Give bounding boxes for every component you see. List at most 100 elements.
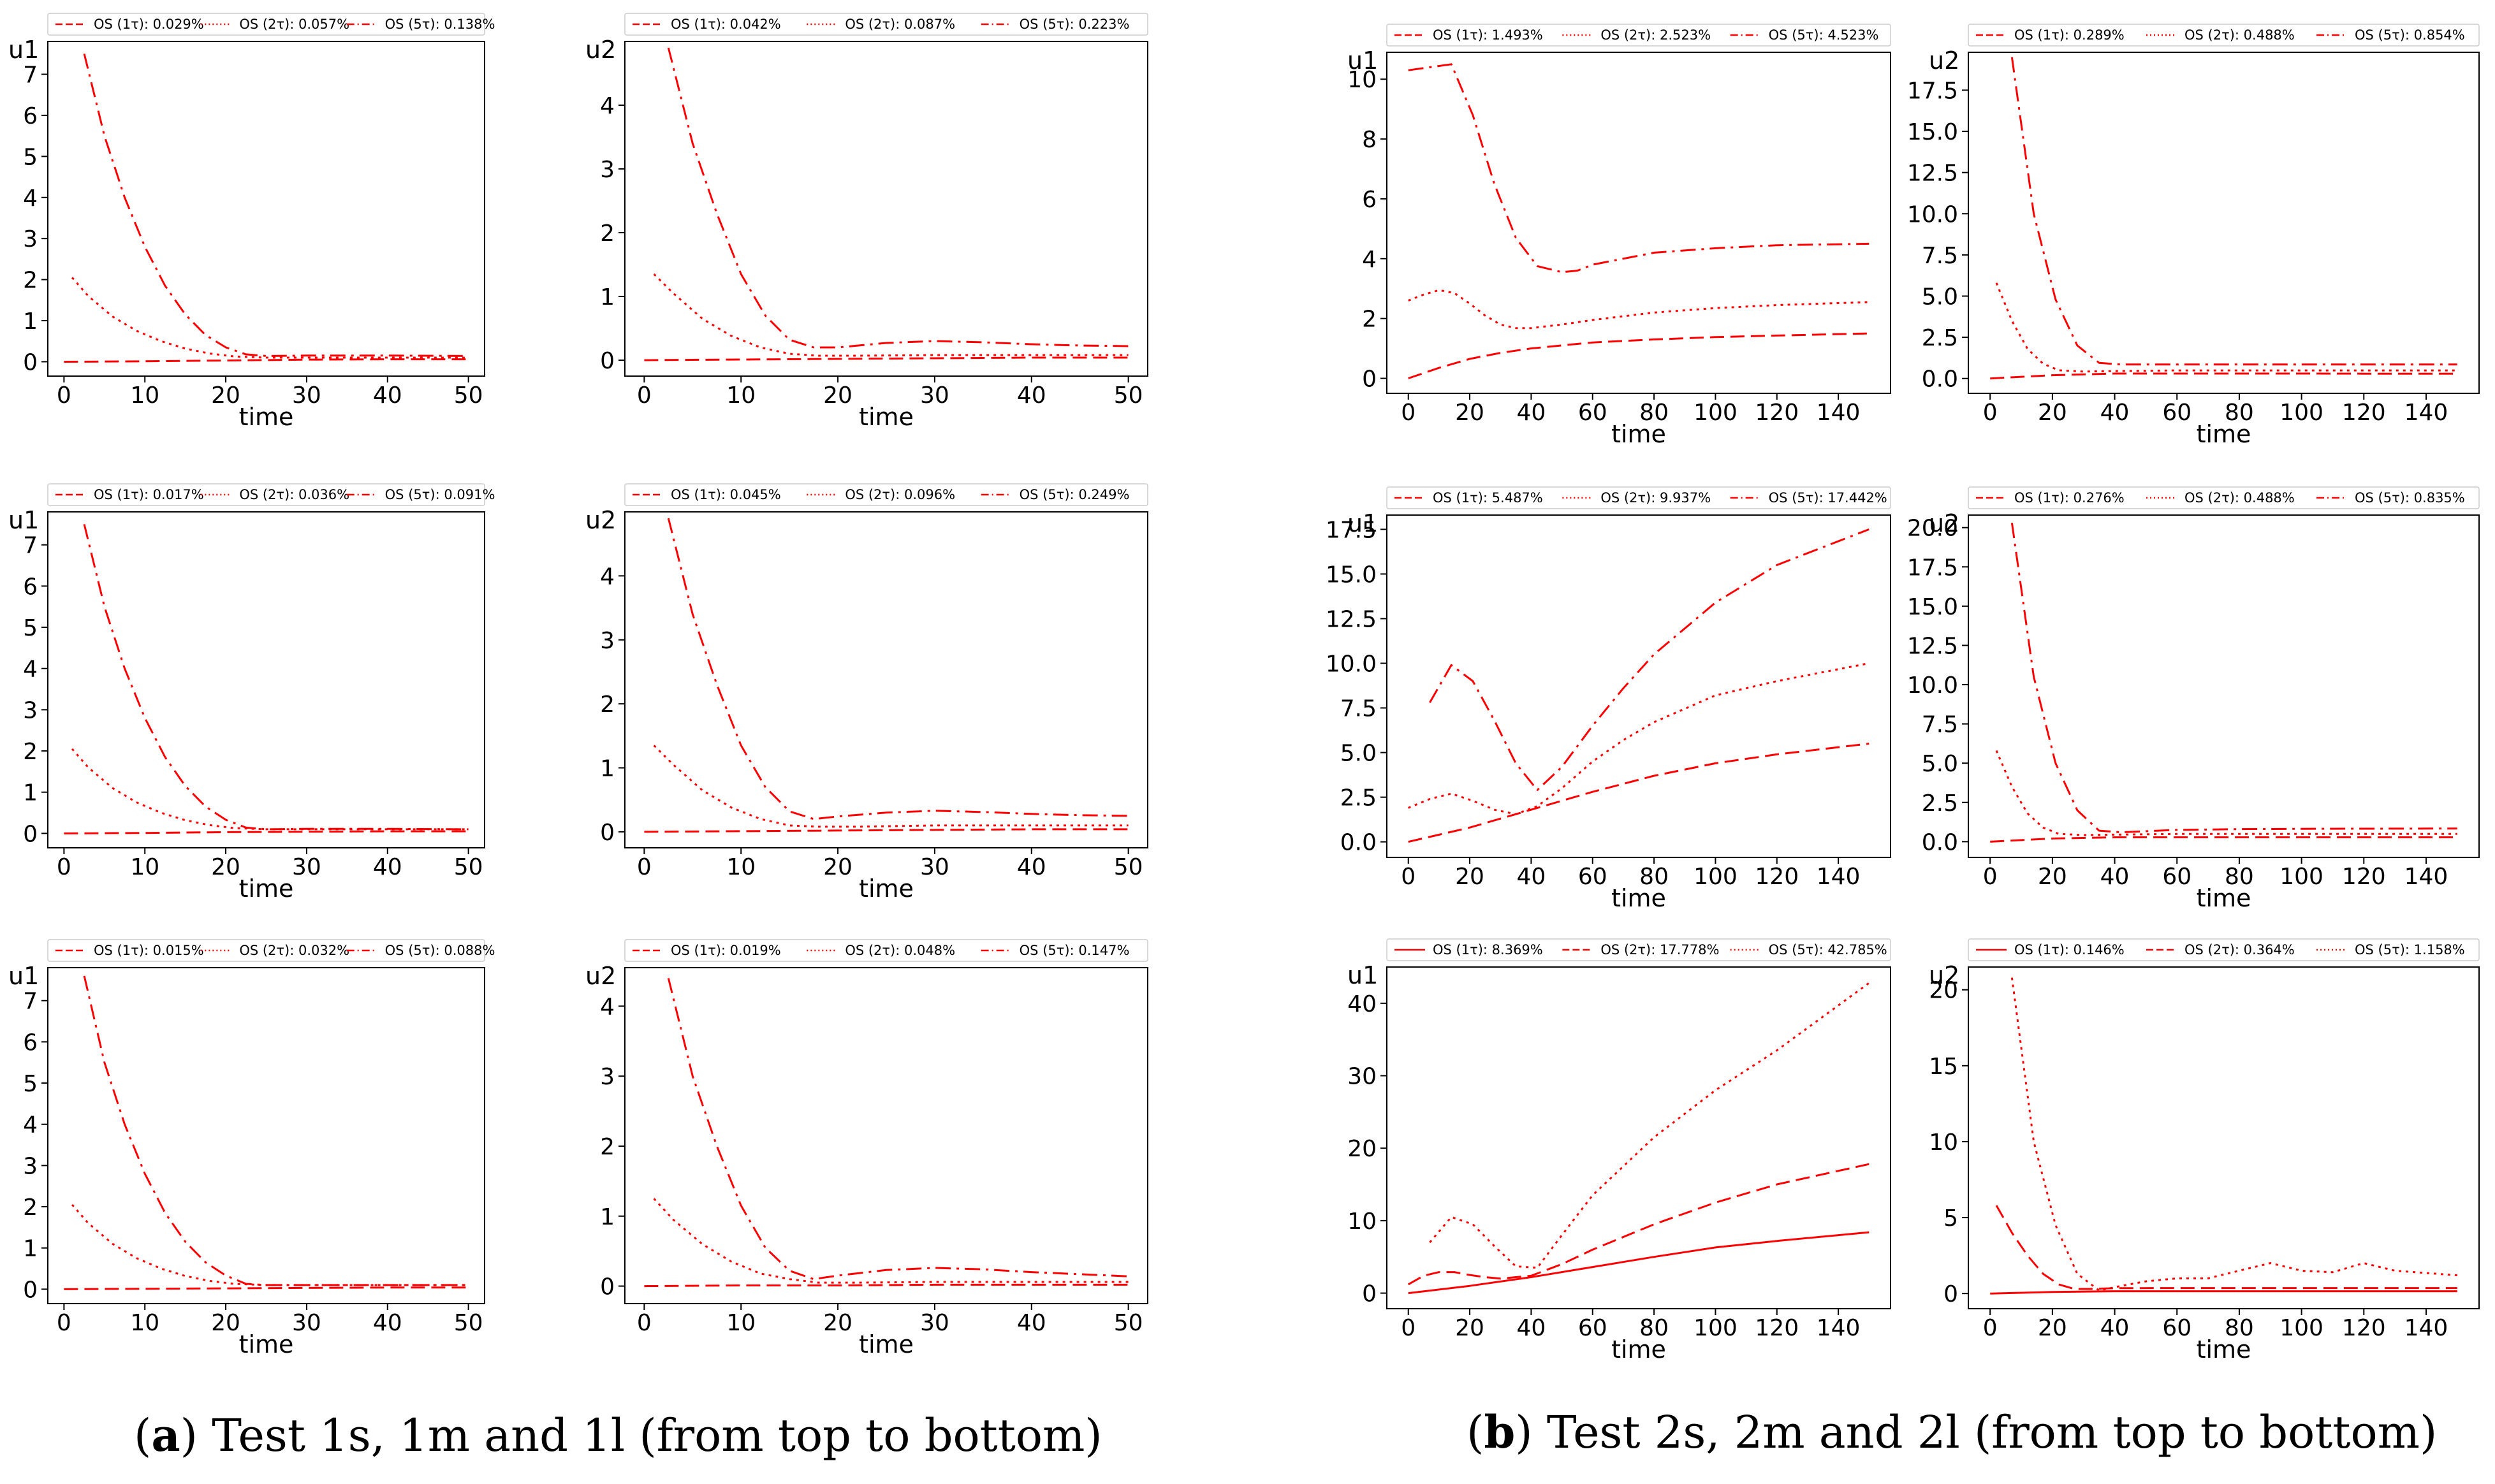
y-tick-label: 17.5 <box>1326 517 1377 543</box>
legend-label: OS (1τ): 0.146% <box>2014 942 2125 957</box>
legend-label: OS (2τ): 0.032% <box>239 943 349 958</box>
x-tick-label: 0 <box>1983 400 1998 426</box>
y-tick-label: 0.0 <box>1922 829 1958 855</box>
y-tick-label: 5.0 <box>1922 284 1958 310</box>
y-tick-label: 3 <box>23 697 38 724</box>
y-tick-label: 10.0 <box>1326 651 1377 678</box>
y-tick-label: 2 <box>600 692 615 718</box>
x-axis-label: time <box>239 1330 294 1358</box>
y-tick-label: 15.0 <box>1326 562 1377 588</box>
y-tick-label: 10.0 <box>1907 201 1958 228</box>
y-tick-label: 10.0 <box>1907 673 1958 699</box>
series-line-3 <box>2010 523 2457 834</box>
y-tick-label: 2 <box>23 1195 38 1221</box>
x-tick-label: 40 <box>1516 400 1546 426</box>
caption-a-text: ) Test 1s, 1m and 1l (from top to bottom… <box>180 1409 1102 1462</box>
y-tick-label: 10 <box>1929 1130 1958 1156</box>
x-tick-label: 120 <box>1755 400 1799 426</box>
series-line-3 <box>667 978 1129 1281</box>
chart-a-r3-u1: 0 10 20 30 40 50 0 1 2 3 4 5 6 7 time u1 OS (1τ): 0.015%… <box>8 939 495 1358</box>
x-tick-label: 20 <box>2038 1315 2067 1341</box>
series-line-3 <box>2010 977 2457 1291</box>
y-tick-label: 0 <box>1362 367 1377 393</box>
x-tick-label: 0 <box>1401 864 1416 890</box>
legend-label: OS (2τ): 0.096% <box>845 487 955 502</box>
series-line-3 <box>667 47 1129 349</box>
legend-box <box>624 13 1148 36</box>
y-tick-label: 3 <box>23 1153 38 1179</box>
legend-label: OS (1τ): 0.017% <box>94 487 204 502</box>
x-tick-label: 30 <box>920 382 949 409</box>
x-tick-label: 60 <box>2162 864 2191 890</box>
y-tick-label: 10 <box>1347 67 1377 93</box>
y-tick-label: 2 <box>600 1134 615 1160</box>
x-tick-label: 10 <box>130 382 159 409</box>
series-line-2 <box>653 1198 1129 1284</box>
series-line-2 <box>1995 750 2457 836</box>
chart-b-r2-u2: 0 20 40 60 80 100 120 140 0.0 2.5 5.0 7.5 10.0 12.5 15… <box>1907 486 2480 912</box>
legend-label: OS (1τ): 0.289% <box>2014 27 2125 43</box>
y-tick-label: 4 <box>600 994 615 1020</box>
plot-frame <box>47 41 485 377</box>
x-tick-label: 50 <box>1114 854 1143 880</box>
series-line-2 <box>1408 289 1869 330</box>
legend-box <box>1968 486 2480 509</box>
x-tick-label: 40 <box>1516 1315 1546 1341</box>
legend-label: OS (1τ): 0.019% <box>671 943 781 958</box>
x-tick-label: 40 <box>2100 400 2130 426</box>
chart-a-r1-u1: 0 10 20 30 40 50 0 1 2 3 4 5 6 7 time u1 OS (1τ): 0.029%… <box>8 13 495 431</box>
y-tick-label: 5.0 <box>1922 751 1958 777</box>
x-tick-label: 40 <box>373 854 402 880</box>
x-tick-label: 0 <box>1401 1315 1416 1341</box>
y-axis-label: u2 <box>1929 961 1959 989</box>
x-tick-label: 0 <box>637 1310 652 1336</box>
legend-label: OS (2τ): 2.523% <box>1600 27 1711 43</box>
y-tick-label: 4 <box>23 657 38 683</box>
y-axis-label: u2 <box>1929 47 1959 75</box>
x-tick-label: 30 <box>292 382 321 409</box>
y-tick-label: 8 <box>1362 127 1377 153</box>
x-tick-label: 20 <box>1455 400 1484 426</box>
y-axis-label: u1 <box>1347 47 1378 75</box>
legend-label: OS (1τ): 0.042% <box>671 17 781 32</box>
series-line-1 <box>1990 1290 2457 1295</box>
x-tick-label: 30 <box>292 1310 321 1336</box>
series-line-1 <box>64 1286 469 1290</box>
y-tick-label: 6 <box>23 103 38 129</box>
plot-frame <box>624 967 1148 1304</box>
legend-box <box>624 939 1148 962</box>
chart-b-r1-u1: 0 20 40 60 80 100 120 140 0 2 4 6 8 10 time u1 OS (1τ): … <box>1347 24 1891 448</box>
legend-label: OS (2τ): 0.488% <box>2184 490 2295 506</box>
x-tick-label: 0 <box>1983 1315 1998 1341</box>
legend-label: OS (2τ): 9.937% <box>1600 490 1711 506</box>
caption-b-letter: b <box>1484 1406 1516 1459</box>
y-tick-label: 0 <box>1362 1281 1377 1307</box>
series-line-1 <box>64 830 469 834</box>
y-tick-label: 0 <box>600 348 615 374</box>
y-tick-label: 4 <box>23 186 38 212</box>
plot-frame <box>1968 52 2480 394</box>
x-tick-label: 120 <box>1755 864 1799 890</box>
legend-label: OS (2τ): 0.036% <box>239 487 349 502</box>
caption-b: (b) Test 2s, 2m and 2l (from top to bott… <box>1467 1406 2438 1459</box>
legend-box <box>624 483 1148 506</box>
x-tick-label: 120 <box>1755 1315 1799 1341</box>
x-tick-label: 80 <box>1639 400 1669 426</box>
y-tick-label: 7.5 <box>1922 712 1958 738</box>
x-tick-label: 20 <box>823 382 852 409</box>
caption-a-letter: a <box>151 1409 180 1462</box>
x-axis-label: time <box>1611 1335 1666 1364</box>
y-tick-label: 15 <box>1929 1054 1958 1080</box>
plot-frame <box>1386 52 1891 394</box>
x-tick-label: 0 <box>57 382 71 409</box>
x-tick-label: 50 <box>454 854 483 880</box>
y-tick-label: 30 <box>1347 1064 1377 1090</box>
chart-b-r3-u1: 0 20 40 60 80 100 120 140 0 10 20 30 40 time u1 OS (1τ)… <box>1347 938 1891 1364</box>
x-axis-label: time <box>859 1330 914 1358</box>
series-line-1 <box>644 1283 1129 1288</box>
x-axis-label: time <box>1611 884 1666 912</box>
y-tick-label: 2 <box>23 268 38 294</box>
legend-label: OS (5τ): 0.854% <box>2355 27 2465 43</box>
y-tick-label: 10 <box>1347 1209 1377 1235</box>
legend-box <box>47 13 485 36</box>
